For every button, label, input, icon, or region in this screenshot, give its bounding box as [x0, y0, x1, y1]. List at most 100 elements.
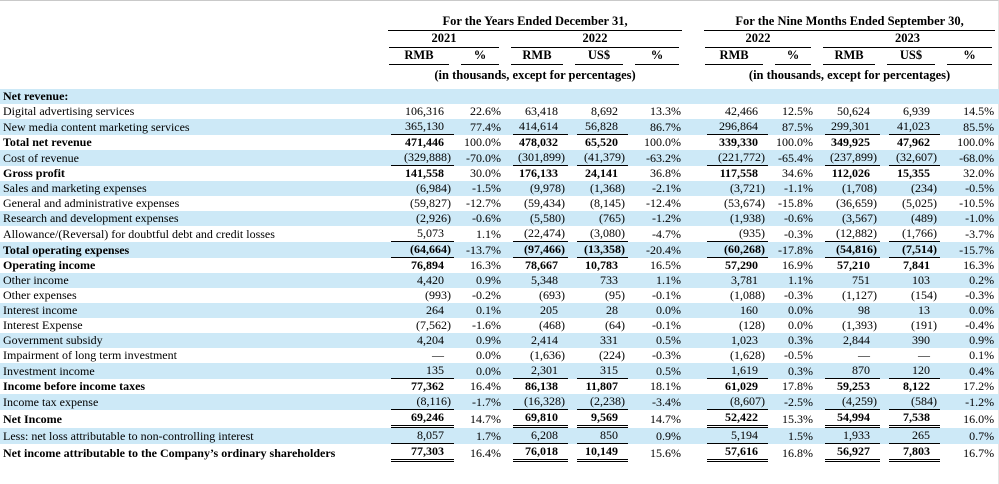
value-cell: (468) [539, 318, 565, 332]
value-cell: (5,580) [530, 211, 565, 225]
value-cell: (97,466) [506, 242, 570, 258]
value-cell: 299,301 [818, 119, 882, 135]
period-2022-nine: 2022 [700, 31, 818, 48]
value-cell: (32,607) [882, 150, 942, 166]
value-cell: 117,558 [719, 166, 759, 180]
value-cell: 106,316 [405, 104, 444, 118]
percent-cell: 16.3% [470, 258, 501, 272]
percent-cell: 30.0% [470, 166, 501, 180]
percent-cell: 36.8% [650, 166, 682, 180]
value-cell: 8,057 [384, 428, 456, 444]
percent-cell: 0.4% [969, 363, 995, 378]
percent-cell: -1.2% [652, 211, 682, 225]
row-label: Net income attributable to the Company’s… [3, 445, 336, 460]
value-cell: (53,674) [724, 196, 766, 210]
percent-cell: 0.9% [476, 333, 501, 347]
value-cell: (6,984) [416, 181, 451, 195]
percent-cell: 85.5% [963, 119, 995, 134]
group2-title-text: For the Nine Months Ended September 30, [704, 14, 996, 31]
value-cell: 103 [912, 273, 931, 287]
percent-cell: -10.5% [959, 196, 995, 210]
value-cell: 205 [540, 303, 558, 317]
value-cell [506, 89, 570, 104]
percent-cell: 18.1% [650, 379, 682, 393]
value-cell: (935) [700, 226, 770, 242]
table-row: Less: net loss attributable to non-contr… [0, 428, 999, 444]
value-cell: 1,933 [818, 428, 882, 444]
value-cell: (9,978) [530, 181, 565, 195]
percent-cell: -0.3% [784, 226, 814, 241]
value-cell: 50,624 [837, 104, 871, 118]
row-label: Cost of revenue [3, 150, 79, 165]
value-cell: (1,938) [730, 211, 766, 225]
value-cell: 296,864 [700, 119, 770, 135]
col-header-rmb: RMB [818, 48, 882, 65]
value-cell: 1,619 [700, 363, 770, 379]
percent-cell: -12.4% [646, 196, 682, 210]
row-label: Operating income [3, 258, 96, 272]
value-cell: 5,348 [531, 273, 558, 287]
table-header: For the Years Ended December 31, For the… [0, 14, 999, 89]
percent-cell: -0.3% [965, 288, 995, 302]
value-cell: 2,301 [506, 363, 570, 379]
value-cell: (221,772) [700, 150, 770, 166]
row-label: Gross profit [3, 166, 65, 180]
row-label: General and administrative expenses [3, 196, 180, 210]
period-2023: 2023 [818, 31, 999, 48]
value-cell: (8,145) [590, 196, 625, 210]
period-label-row: 2021 2022 2022 2023 [0, 31, 999, 48]
value-cell: 9,569 [570, 410, 630, 428]
row-label: Total net revenue [3, 135, 92, 149]
group-gap [686, 318, 700, 333]
group-gap [686, 104, 700, 119]
value-cell: 10,783 [585, 258, 618, 272]
value-cell: 57,616 [700, 444, 770, 462]
table-row: Other income 4,420 0.9% 5,348 733 1.1% 3,781 1.… [0, 273, 999, 288]
value-cell: 6,939 [903, 104, 931, 118]
value-cell: (237,899) [818, 150, 882, 166]
value-cell: 8,692 [591, 104, 618, 118]
table-row: Total net revenue 471,446 100.0% 478,032 65,… [0, 135, 999, 150]
value-cell: (1,088) [730, 288, 766, 302]
percent-cell: 0.1% [969, 348, 995, 362]
value-cell: 77,303 [384, 444, 456, 462]
percent-cell: 100.0% [644, 135, 682, 149]
percent-cell: 86.7% [650, 119, 682, 134]
percent-cell: 1.1% [788, 273, 814, 287]
value-cell: (1,127) [842, 288, 878, 302]
percent-cell: -0.3% [652, 348, 682, 362]
percent-cell: -70.0% [466, 150, 501, 165]
group2-title: For the Nine Months Ended September 30, [700, 14, 999, 31]
table-row: Digital advertising services 106,316 22.6%… [0, 104, 999, 119]
value-cell: (1,708) [842, 181, 878, 195]
row-label: Interest Expense [3, 318, 83, 332]
row-label: Impairment of long term investment [3, 348, 177, 362]
percent-cell: 17.8% [782, 379, 814, 393]
value-cell: 98 [858, 303, 871, 317]
label-column-spacer [0, 65, 384, 89]
value-cell: 52,422 [700, 410, 770, 428]
col-header-usd: US$ [570, 48, 630, 65]
group-gap [686, 166, 700, 181]
value-cell [570, 89, 630, 104]
value-cell: 315 [570, 363, 630, 379]
col-header-rmb: RMB [506, 48, 570, 65]
value-cell: (22,474) [506, 226, 570, 242]
percent-cell: 0.0% [788, 303, 814, 317]
percent-cell: -4.7% [652, 226, 682, 241]
percent-cell: -20.4% [646, 242, 682, 257]
period-2021: 2021 [384, 31, 506, 48]
value-cell: (16,328) [506, 394, 570, 410]
value-cell: 69,810 [506, 410, 570, 428]
value-cell: (59,434) [524, 196, 565, 210]
table-row: Allowance/(Reversal) for doubtful debt a… [0, 226, 999, 242]
percent-cell: -0.2% [472, 288, 501, 302]
value-cell: 264 [426, 303, 444, 317]
value-cell: (191) [911, 318, 938, 332]
row-label: Other expenses [3, 288, 77, 302]
percent-cell [770, 89, 818, 104]
percent-cell: 0.0% [788, 318, 814, 332]
value-cell: (41,379) [570, 150, 630, 166]
percent-cell: -1.7% [472, 394, 501, 409]
percent-cell: -63.2% [646, 150, 682, 165]
